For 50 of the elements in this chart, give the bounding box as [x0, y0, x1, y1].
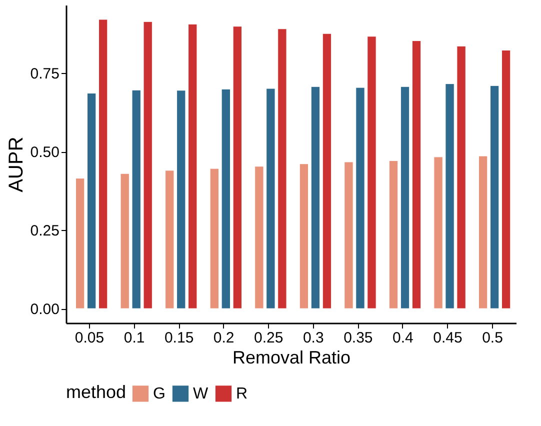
bar: [266, 88, 276, 309]
bar: [344, 162, 354, 309]
bar: [434, 156, 443, 309]
y-axis-title: AUPR: [5, 136, 28, 192]
y-tick-label: 0.00: [30, 301, 60, 318]
bar: [299, 164, 309, 309]
x-tick-label: 0.15: [164, 330, 194, 346]
bar: [278, 28, 287, 309]
bar: [400, 86, 410, 309]
x-tick-label: 0.2: [213, 330, 234, 346]
bar: [120, 173, 130, 309]
bar: [254, 166, 264, 309]
legend-label: W: [193, 386, 209, 403]
bar: [445, 84, 454, 309]
y-tick-label: 0.75: [30, 66, 60, 83]
bar: [132, 90, 141, 309]
bar: [490, 85, 500, 309]
bar: [98, 19, 108, 309]
bar: [501, 50, 511, 309]
x-axis-title: Removal Ratio: [232, 348, 351, 368]
bar: [165, 170, 174, 309]
bar: [221, 88, 230, 309]
bar: [86, 92, 96, 309]
bar: [322, 33, 332, 309]
x-tick-label: 0.25: [254, 330, 284, 346]
bar: [232, 26, 242, 309]
x-tick-label: 0.45: [433, 330, 462, 346]
x-tick-label: 0.5: [482, 330, 503, 346]
bar: [210, 168, 219, 309]
bar: [310, 86, 320, 309]
bar: [412, 40, 422, 309]
legend-title: method: [66, 382, 126, 402]
legend-label: G: [153, 386, 166, 403]
bar: [356, 87, 365, 309]
bar: [478, 156, 488, 309]
x-tick-label: 0.3: [302, 330, 324, 346]
bar: [188, 24, 198, 309]
y-tick-label: 0.25: [30, 222, 60, 240]
bar: [75, 178, 85, 309]
legend-label: R: [236, 386, 248, 403]
x-tick-label: 0.4: [392, 330, 414, 346]
x-tick-label: 0.05: [74, 330, 104, 346]
x-tick-label: 0.35: [344, 330, 373, 346]
bar: [388, 160, 398, 309]
x-tick-label: 0.1: [124, 330, 145, 346]
bar: [456, 46, 466, 309]
bar: [143, 21, 152, 309]
bar: [367, 36, 376, 309]
bar: [176, 90, 186, 309]
y-tick-label: 0.50: [30, 144, 60, 162]
